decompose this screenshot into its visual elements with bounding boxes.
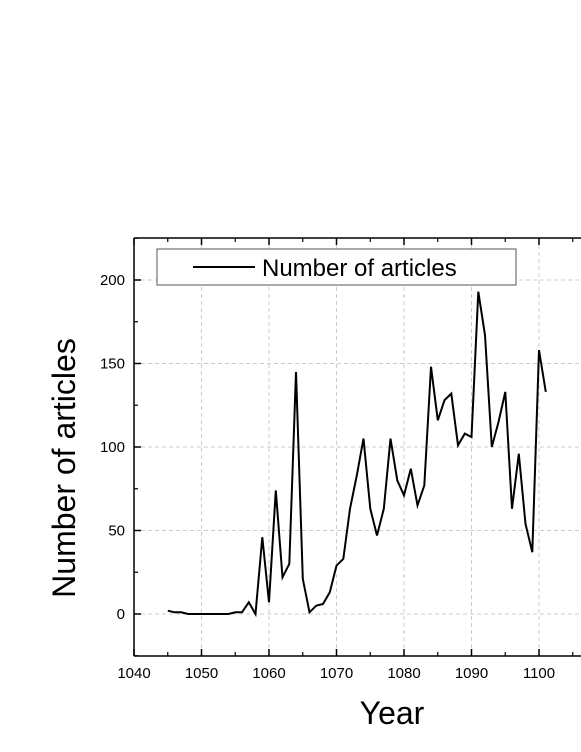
legend-box — [156, 248, 517, 286]
x-tick-label: 1100 — [523, 665, 555, 682]
x-axis-title: Year — [360, 695, 425, 731]
x-tick-label: 1050 — [185, 665, 218, 682]
x-tick-label: 1040 — [117, 665, 150, 682]
y-tick-label: 50 — [108, 523, 125, 540]
y-tick-label: 150 — [100, 356, 125, 373]
series-line — [167, 291, 547, 618]
grid-lines — [134, 238, 581, 656]
ticks — [133, 237, 574, 657]
y-axis-title: Number of articles — [46, 338, 82, 598]
y-tick-label: 100 — [100, 439, 125, 456]
x-tick-label: 1070 — [320, 665, 353, 682]
series-group — [167, 291, 547, 618]
legend: Number of articles — [156, 248, 517, 286]
y-tick-label: 0 — [117, 606, 125, 623]
x-tick-label: 1080 — [387, 665, 420, 682]
y-tick-label: 200 — [100, 272, 125, 289]
legend-label: Number of articles — [262, 255, 457, 282]
tick-labels: 1040 1050 1060 1070 1080 1090 1100 0 50 100 150 200 — [100, 272, 555, 682]
x-tick-label: 1060 — [252, 665, 285, 682]
x-tick-label: 1090 — [455, 665, 488, 682]
